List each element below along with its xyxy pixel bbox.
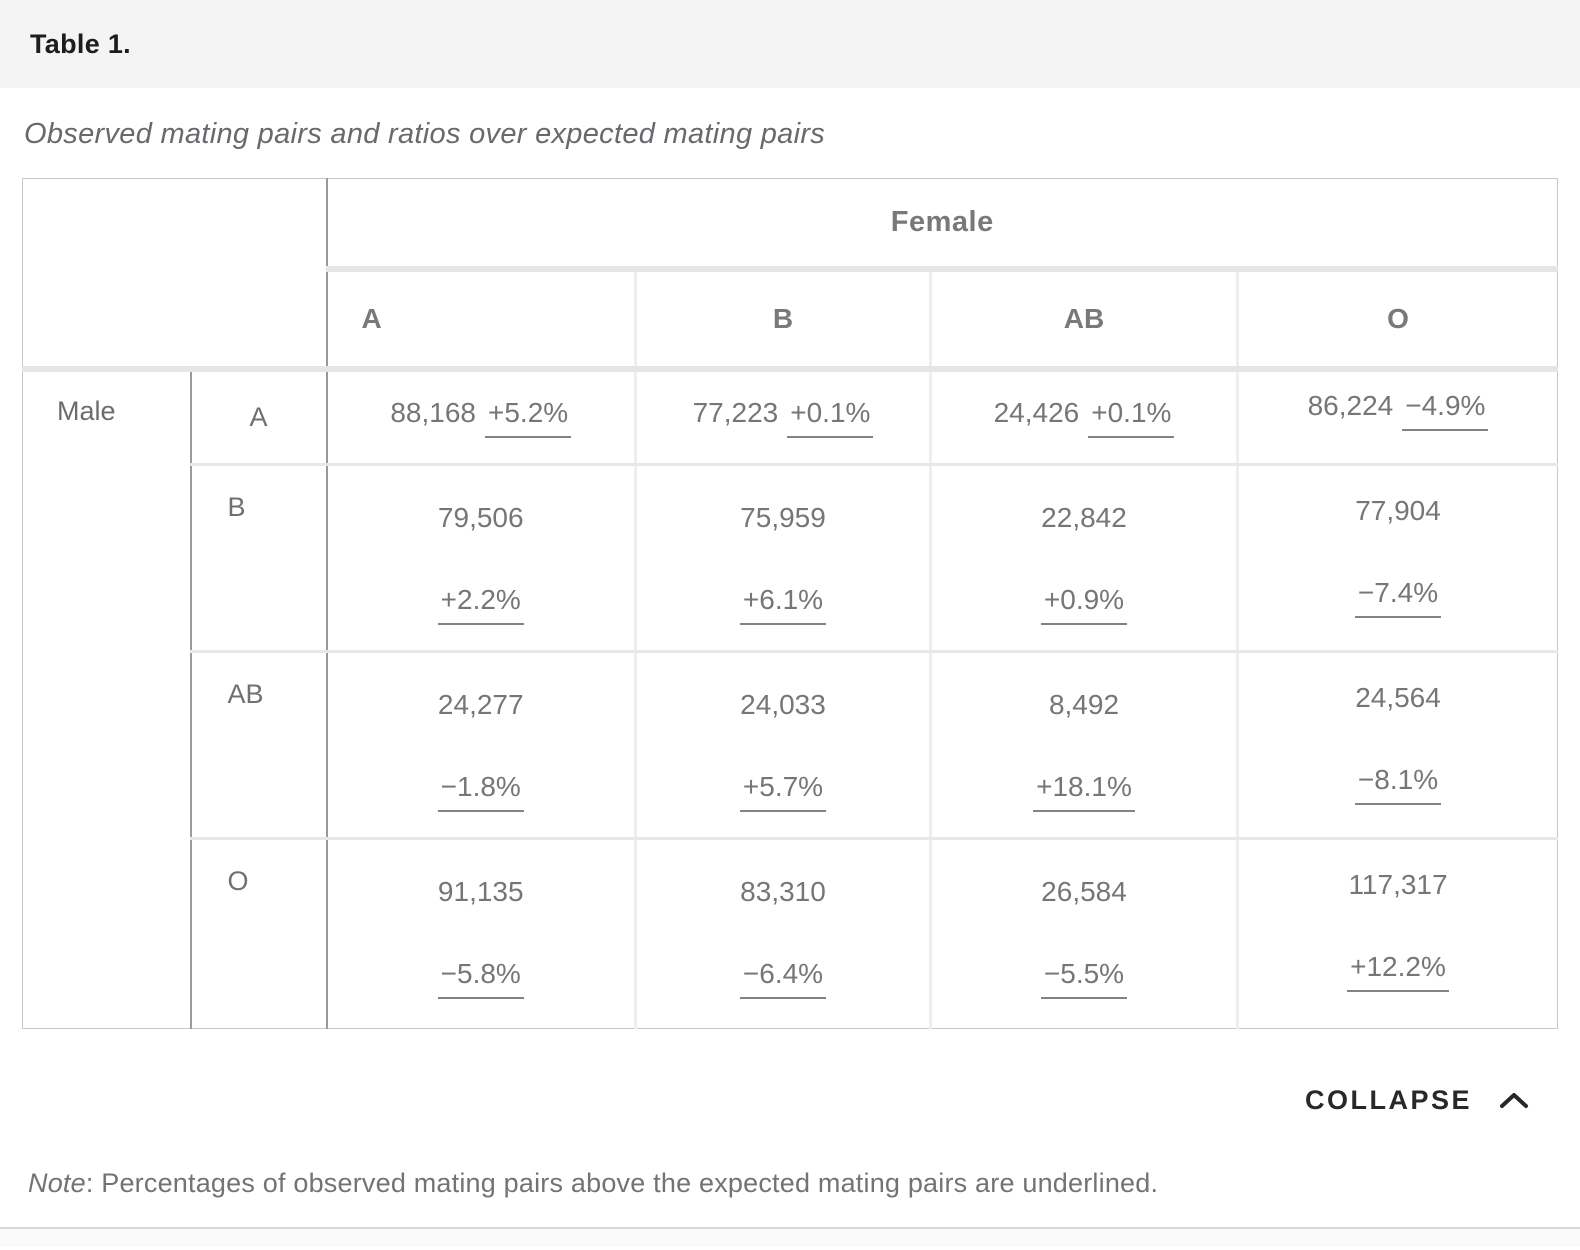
table-row: AB 24,277 −1.8% 24,033 +5.7% 8,492 +18.1… (23, 651, 1558, 840)
table-title-bar: Table 1. (0, 0, 1580, 88)
collapse-label: COLLAPSE (1304, 1085, 1472, 1115)
cell-maleO-femaleA: 91,135 −5.8% (325, 838, 636, 1029)
table-note: Note: Percentages of observed mating pai… (28, 1168, 1580, 1199)
cell-percent: +2.2% (437, 584, 524, 625)
corner-cell (22, 178, 328, 372)
cell-maleA-femaleB: 77,223 +0.1% (634, 368, 931, 466)
cell-count: 77,223 (692, 396, 779, 428)
cell-percent: +18.1% (1033, 771, 1135, 812)
cell-maleB-femaleAB: 22,842 +0.9% (929, 464, 1238, 653)
cell-percent: −8.1% (1354, 764, 1442, 805)
cell-count: 26,584 (1041, 876, 1127, 907)
cell-maleB-femaleO: 77,904 −7.4% (1235, 464, 1558, 653)
cell-count: 24,033 (740, 689, 826, 720)
cell-percent: +0.1% (787, 397, 874, 438)
row-header-ab: AB (190, 651, 327, 840)
note-text: : Percentages of observed mating pairs a… (85, 1168, 1159, 1198)
cell-count: 77,904 (1355, 495, 1441, 526)
collapse-row: COLLAPSE (0, 1085, 1530, 1116)
table-row: O 91,135 −5.8% 83,310 −6.4% 26,584 −5.5%… (23, 838, 1558, 1029)
cell-count: 83,310 (740, 876, 826, 907)
cell-count: 88,168 (390, 396, 476, 428)
table-number-label: Table 1. (30, 28, 131, 59)
cell-count: 75,959 (740, 502, 826, 533)
column-header-b: B (634, 268, 931, 372)
cell-maleA-femaleAB: 24,426 +0.1% (929, 368, 1238, 466)
chevron-up-icon (1498, 1091, 1530, 1111)
cell-count: 24,277 (437, 689, 524, 720)
row-group-header-male: Male (22, 368, 192, 1029)
row-header-a: A (190, 368, 327, 466)
cell-count: 8,492 (1048, 689, 1120, 720)
cell-percent: −5.8% (437, 958, 524, 999)
table-row: B 79,506 +2.2% 75,959 +6.1% 22,842 +0.9%… (23, 464, 1558, 653)
cell-percent: −6.4% (739, 958, 827, 999)
cell-percent: +12.2% (1347, 951, 1449, 992)
cell-percent: +0.9% (1040, 584, 1128, 625)
cell-percent: −4.9% (1402, 390, 1489, 431)
collapse-button[interactable]: COLLAPSE (1305, 1085, 1530, 1116)
column-header-ab: AB (929, 268, 1238, 372)
cell-percent: +0.1% (1088, 397, 1175, 438)
column-header-a: A (325, 268, 636, 372)
cell-maleA-femaleO: 86,224 −4.9% (1235, 368, 1558, 466)
table-caption: Observed mating pairs and ratios over ex… (24, 118, 826, 150)
row-header-o: O (227, 866, 249, 896)
cell-maleO-femaleB: 83,310 −6.4% (634, 838, 931, 1029)
cell-maleAB-femaleO: 24,564 −8.1% (1235, 651, 1558, 840)
cell-percent: +5.2% (484, 397, 572, 438)
mating-pairs-table: Female A B AB O Male A 88,168 +5.2% 77,22… (22, 178, 1559, 1029)
row-header-b: B (190, 464, 327, 653)
cell-count: 79,506 (437, 502, 524, 533)
cell-count: 22,842 (1041, 502, 1127, 533)
bottom-divider (0, 1227, 1580, 1247)
cell-count: 91,135 (437, 876, 524, 907)
cell-count: 24,564 (1355, 682, 1441, 713)
table-row: Male A 88,168 +5.2% 77,223 +0.1% 24,426 +0.… (22, 368, 1558, 1029)
cell-maleB-femaleA: 79,506 +2.2% (325, 464, 636, 653)
cell-maleA-femaleA: 88,168 +5.2% (325, 368, 636, 466)
column-group-header-female: Female (326, 178, 1558, 272)
cell-maleO-femaleAB: 26,584 −5.5% (929, 838, 1238, 1029)
cell-maleB-femaleB: 75,959 +6.1% (634, 464, 931, 653)
table-container: Female A B AB O Male A 88,168 +5.2% 77,22… (22, 178, 1580, 1029)
cell-count: 86,224 (1307, 389, 1394, 421)
cell-maleAB-femaleB: 24,033 +5.7% (634, 651, 931, 840)
cell-percent: −5.5% (1040, 958, 1128, 999)
cell-percent: −1.8% (437, 771, 524, 812)
cell-percent: +5.7% (739, 771, 827, 812)
note-label: Note (28, 1168, 86, 1198)
cell-percent: −7.4% (1354, 577, 1442, 618)
column-header-o: O (1235, 268, 1558, 372)
cell-maleAB-femaleA: 24,277 −1.8% (325, 651, 636, 840)
cell-maleAB-femaleAB: 8,492 +18.1% (929, 651, 1238, 840)
cell-percent: +6.1% (739, 584, 827, 625)
cell-count: 24,426 (993, 396, 1080, 428)
cell-count: 117,317 (1348, 869, 1448, 900)
cell-maleO-femaleO: 117,317 +12.2% (1235, 838, 1558, 1029)
